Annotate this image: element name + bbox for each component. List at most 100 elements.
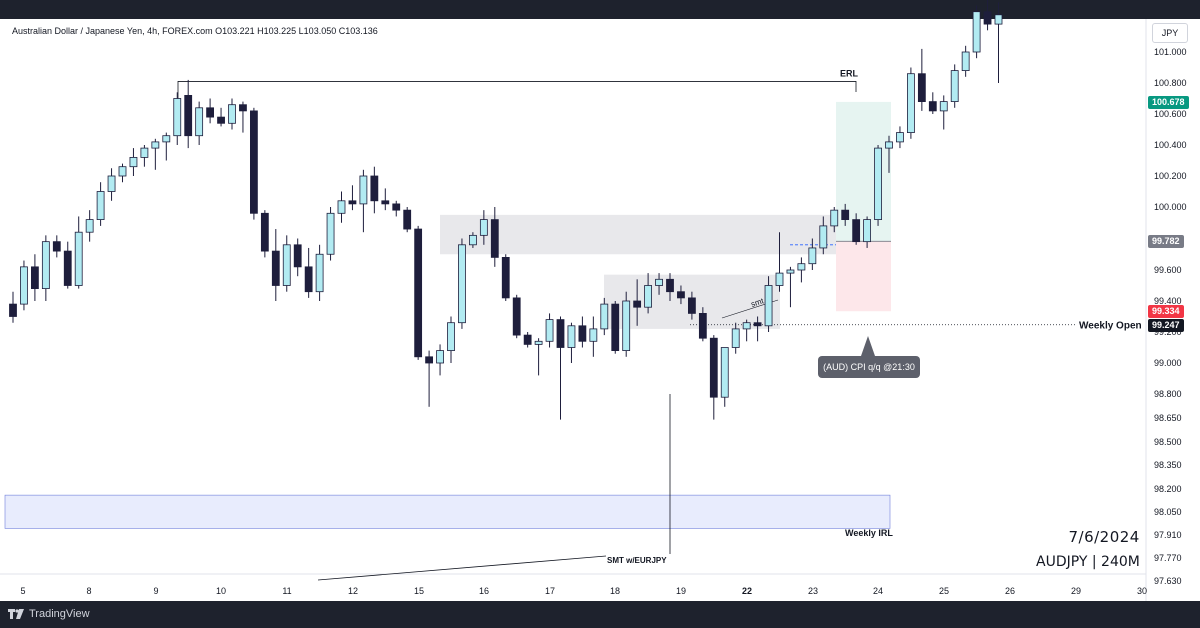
candle-body bbox=[479, 219, 488, 236]
candle-body bbox=[950, 70, 959, 102]
x-axis-tick-label: 10 bbox=[216, 586, 226, 596]
candle-body bbox=[228, 104, 236, 124]
x-axis-tick-label: 24 bbox=[873, 586, 883, 596]
erl-label: ERL bbox=[840, 68, 859, 78]
candle-body bbox=[151, 141, 160, 149]
weekly-irl-label: Weekly IRL bbox=[845, 528, 893, 538]
candle-body bbox=[917, 73, 926, 102]
weekly-open-price-label: 99.247 bbox=[1148, 319, 1184, 332]
stop-zone bbox=[836, 241, 891, 312]
candle-body bbox=[786, 269, 795, 274]
candle-body bbox=[468, 234, 477, 246]
x-axis-tick-label: 25 bbox=[939, 586, 949, 596]
x-axis-tick-label: 15 bbox=[414, 586, 424, 596]
candle-body bbox=[195, 107, 204, 137]
candle-body bbox=[249, 110, 258, 214]
erl-line bbox=[177, 81, 857, 102]
candle-body bbox=[545, 319, 554, 342]
candle-body bbox=[775, 272, 784, 286]
y-axis-tick-label: 100.200 bbox=[1154, 171, 1187, 181]
candle-body bbox=[326, 212, 335, 255]
candle-body bbox=[370, 175, 379, 202]
candle-body bbox=[939, 101, 948, 112]
y-axis-tick-label: 98.500 bbox=[1154, 437, 1182, 447]
candle-body bbox=[512, 297, 521, 336]
candle-body bbox=[534, 340, 543, 345]
candle-body bbox=[819, 225, 828, 249]
candle-body bbox=[41, 241, 50, 289]
candle-body bbox=[458, 244, 466, 324]
candle-body bbox=[501, 256, 510, 299]
candle-body bbox=[797, 263, 806, 271]
candle-body bbox=[589, 328, 598, 342]
smt-eurjpy-label: SMT w/EURJPY bbox=[607, 556, 667, 565]
candle-body bbox=[885, 141, 893, 149]
candle-body bbox=[961, 51, 970, 72]
y-axis-tick-label: 97.630 bbox=[1154, 576, 1182, 586]
candle-body bbox=[359, 175, 368, 205]
candle-body bbox=[184, 95, 193, 137]
top-toolbar bbox=[0, 0, 1200, 19]
y-axis-tick-label: 100.400 bbox=[1154, 140, 1187, 150]
x-axis-tick-label: 8 bbox=[86, 586, 91, 596]
weekly-irl-zone bbox=[4, 494, 891, 529]
candle-body bbox=[688, 297, 696, 314]
candle-body bbox=[9, 303, 17, 317]
candle-body bbox=[852, 219, 861, 243]
candle-body bbox=[720, 347, 729, 398]
candle-body bbox=[742, 322, 751, 330]
candle-body bbox=[20, 266, 28, 305]
callout-pointer bbox=[861, 336, 875, 356]
candle-body bbox=[107, 175, 116, 192]
candle-body bbox=[118, 166, 127, 177]
upper-imbalance-zone bbox=[440, 214, 846, 255]
candle-body bbox=[173, 98, 182, 137]
stop-price-label: 99.334 bbox=[1148, 305, 1184, 318]
y-axis-tick-label: 98.650 bbox=[1154, 413, 1182, 423]
bottom-bar bbox=[0, 601, 1200, 628]
candle-body bbox=[337, 200, 346, 214]
candle-body bbox=[841, 209, 850, 220]
tradingview-logo[interactable]: TradingView bbox=[8, 608, 90, 620]
y-axis-tick-label: 98.800 bbox=[1154, 389, 1182, 399]
candle-body bbox=[239, 104, 247, 112]
candle-body bbox=[907, 73, 915, 133]
candle-body bbox=[63, 250, 72, 286]
x-axis-tick-label: 17 bbox=[545, 586, 555, 596]
y-axis-tick-label: 97.910 bbox=[1154, 530, 1182, 540]
current-price-label: 100.678 bbox=[1148, 96, 1189, 109]
brand-name: TradingView bbox=[29, 608, 90, 620]
cpi-event-callout[interactable]: (AUD) CPI q/q @21:30 bbox=[818, 356, 920, 378]
x-axis-tick-label: 23 bbox=[808, 586, 818, 596]
x-axis-tick-label: 11 bbox=[282, 586, 291, 596]
candle-body bbox=[414, 228, 423, 358]
x-axis-tick-label: 5 bbox=[20, 586, 25, 596]
currency-button[interactable]: JPY bbox=[1152, 23, 1188, 43]
candle-body bbox=[830, 209, 839, 227]
candle-body bbox=[578, 325, 587, 342]
y-axis-tick-label: 97.770 bbox=[1154, 553, 1182, 563]
entry-price-label: 99.782 bbox=[1148, 235, 1184, 248]
candle-body bbox=[644, 285, 652, 308]
candle-body bbox=[96, 191, 105, 221]
y-axis-tick-label: 101.000 bbox=[1154, 47, 1187, 57]
candle-body bbox=[655, 278, 663, 286]
candle-body bbox=[666, 278, 674, 293]
candle-body bbox=[808, 247, 817, 265]
candle-body bbox=[677, 291, 685, 299]
candle-body bbox=[972, 11, 981, 53]
x-axis-tick-label: 16 bbox=[479, 586, 489, 596]
candle-body bbox=[282, 244, 291, 286]
y-axis-tick-label: 98.050 bbox=[1154, 507, 1182, 517]
y-axis-tick-label: 98.350 bbox=[1154, 460, 1182, 470]
candle-body bbox=[753, 322, 762, 327]
candle-body bbox=[556, 319, 565, 348]
candle-body bbox=[348, 200, 357, 205]
candle-body bbox=[874, 147, 882, 221]
candle-body bbox=[140, 147, 149, 158]
annotation-symbol: AUDJPY | 240M bbox=[1036, 554, 1140, 570]
candle-body bbox=[928, 101, 937, 112]
candle-body bbox=[260, 212, 269, 252]
smt-trend-line bbox=[317, 555, 607, 581]
